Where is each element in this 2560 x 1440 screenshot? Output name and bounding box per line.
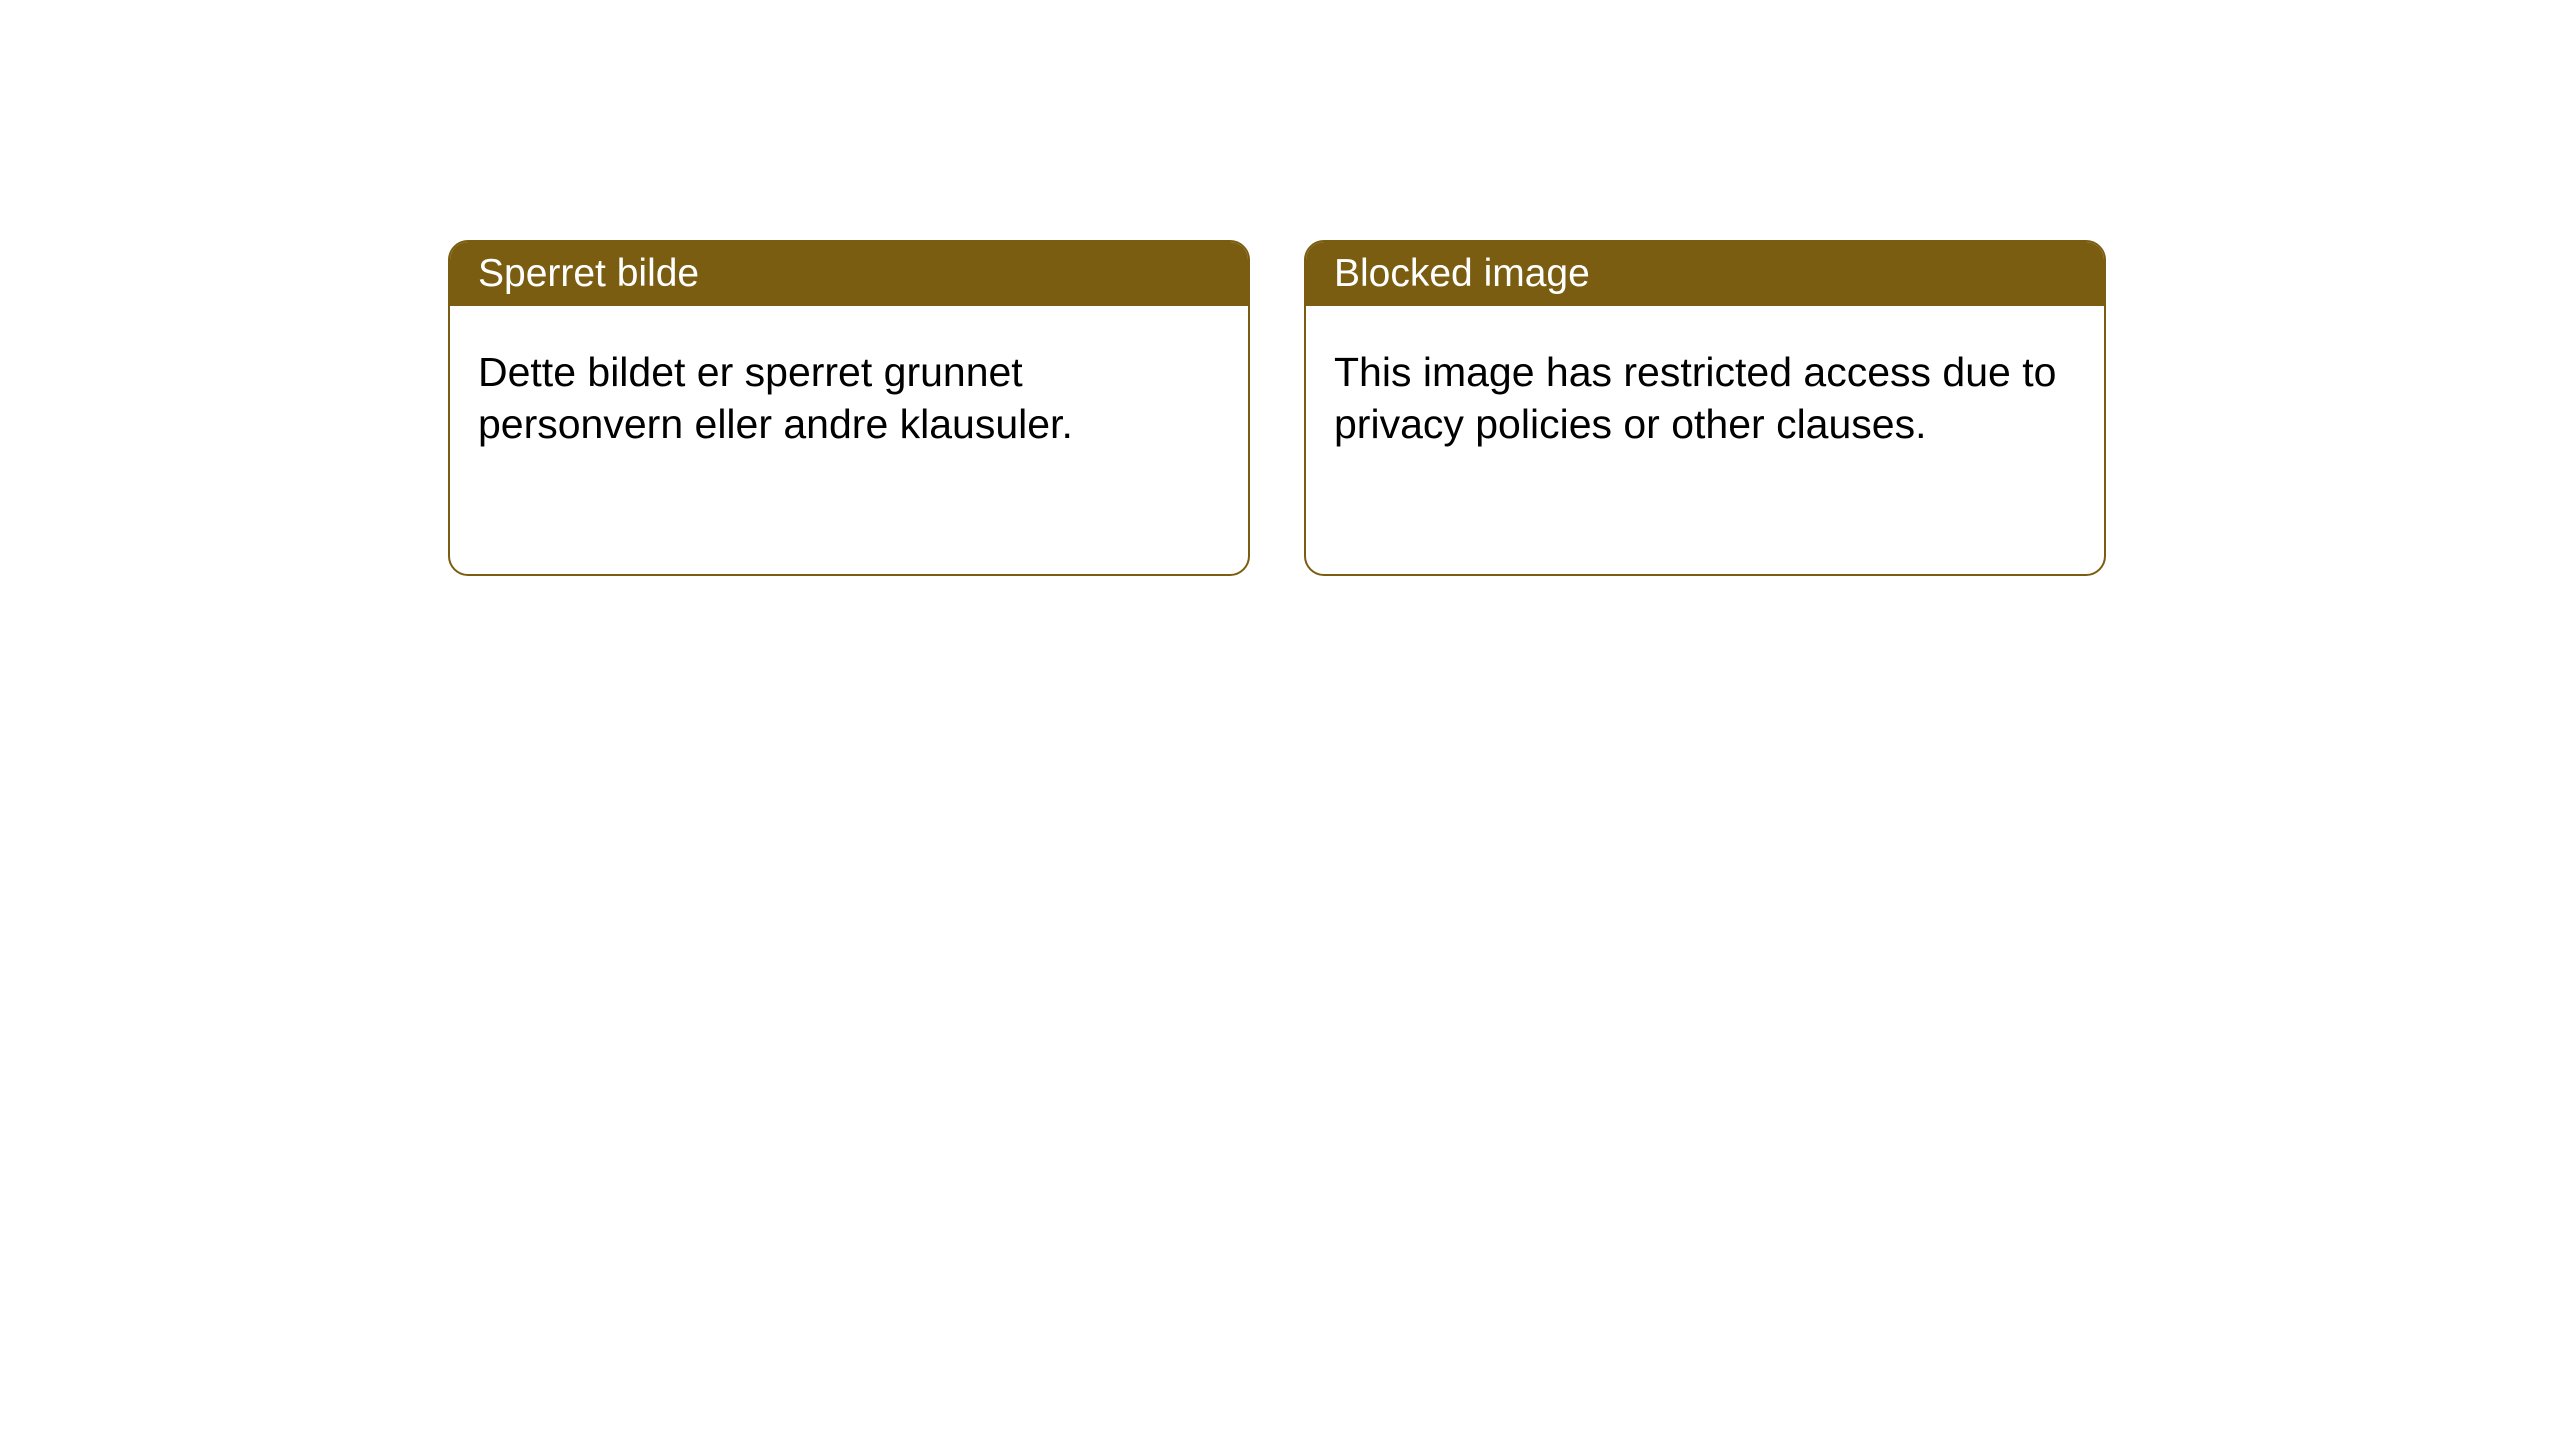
card-title: Sperret bilde [478,252,699,295]
card-header: Blocked image [1306,242,2104,306]
card-header: Sperret bilde [450,242,1248,306]
notice-card-english: Blocked image This image has restricted … [1304,240,2106,576]
card-body: Dette bildet er sperret grunnet personve… [450,306,1248,490]
card-title: Blocked image [1334,252,1590,295]
card-body: This image has restricted access due to … [1306,306,2104,490]
card-body-text: This image has restricted access due to … [1334,349,2056,447]
notice-card-norwegian: Sperret bilde Dette bildet er sperret gr… [448,240,1250,576]
notice-cards-container: Sperret bilde Dette bildet er sperret gr… [0,0,2560,576]
card-body-text: Dette bildet er sperret grunnet personve… [478,349,1073,447]
